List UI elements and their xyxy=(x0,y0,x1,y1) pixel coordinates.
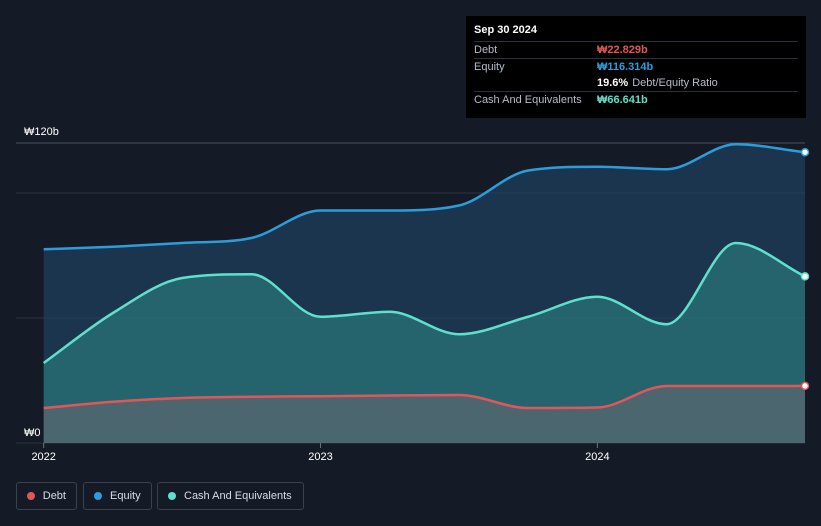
endpoint-equity xyxy=(800,147,810,157)
tooltip-row-cash: Cash And Equivalents ₩66.641b xyxy=(474,91,798,108)
series-endpoints xyxy=(800,147,810,391)
legend-cash-label: Cash And Equivalents xyxy=(184,490,292,502)
tooltip-equity-value: ₩116.314b xyxy=(597,61,654,73)
x-tick-label: 2023 xyxy=(308,451,332,463)
endpoint-cash xyxy=(800,272,810,281)
legend-equity-dot-icon xyxy=(94,492,102,500)
area-cash xyxy=(43,243,806,443)
x-axis-ticks: 2022 2023 2024 xyxy=(31,443,610,463)
x-tick-label: 2022 xyxy=(31,451,55,463)
tooltip-debt-label: Debt xyxy=(474,44,498,56)
tooltip-ratio-label: Debt/Equity Ratio xyxy=(632,77,718,89)
tooltip-row-debt: Debt ₩22.829b xyxy=(474,41,798,58)
tooltip-panel: Sep 30 2024 Debt ₩22.829b Equity ₩116.31… xyxy=(466,16,806,118)
series-lines xyxy=(42,143,806,410)
tooltip-row-equity: Equity ₩116.314b xyxy=(474,58,798,75)
debt-equity-chart: ₩120b ₩0 2022 2023 2024 xyxy=(16,126,810,463)
legend-equity-label: Equity xyxy=(110,490,141,502)
tooltip-equity-label: Equity xyxy=(474,61,505,73)
legend-cash-dot-icon xyxy=(168,492,176,500)
tooltip-ratio-value: 19.6% xyxy=(597,77,629,89)
line-debt xyxy=(43,384,806,410)
legend-equity[interactable]: Equity xyxy=(83,482,152,510)
tooltip-ratio-spacer xyxy=(474,75,597,91)
tooltip-cash-value: ₩66.641b xyxy=(597,94,648,106)
legend-debt-label: Debt xyxy=(42,490,66,502)
line-equity xyxy=(43,143,806,251)
legend-debt[interactable]: Debt xyxy=(16,482,77,510)
line-cash xyxy=(42,241,806,365)
area-debt xyxy=(43,385,806,443)
y-tick-label-min: ₩0 xyxy=(24,427,41,439)
tooltip-date: Sep 30 2024 xyxy=(474,24,537,36)
series-areas xyxy=(43,144,806,443)
tooltip-row-ratio: 19.6% Debt/Equity Ratio xyxy=(474,75,798,91)
legend-debt-dot-icon xyxy=(27,492,35,500)
endpoint-debt xyxy=(800,381,810,391)
x-tick-label: 2024 xyxy=(585,451,609,463)
tooltip-debt-value: ₩22.829b xyxy=(597,44,648,56)
legend-cash[interactable]: Cash And Equivalents xyxy=(157,482,304,510)
y-tick-label-max: ₩120b xyxy=(24,126,59,138)
tooltip-cash-label: Cash And Equivalents xyxy=(474,94,582,106)
